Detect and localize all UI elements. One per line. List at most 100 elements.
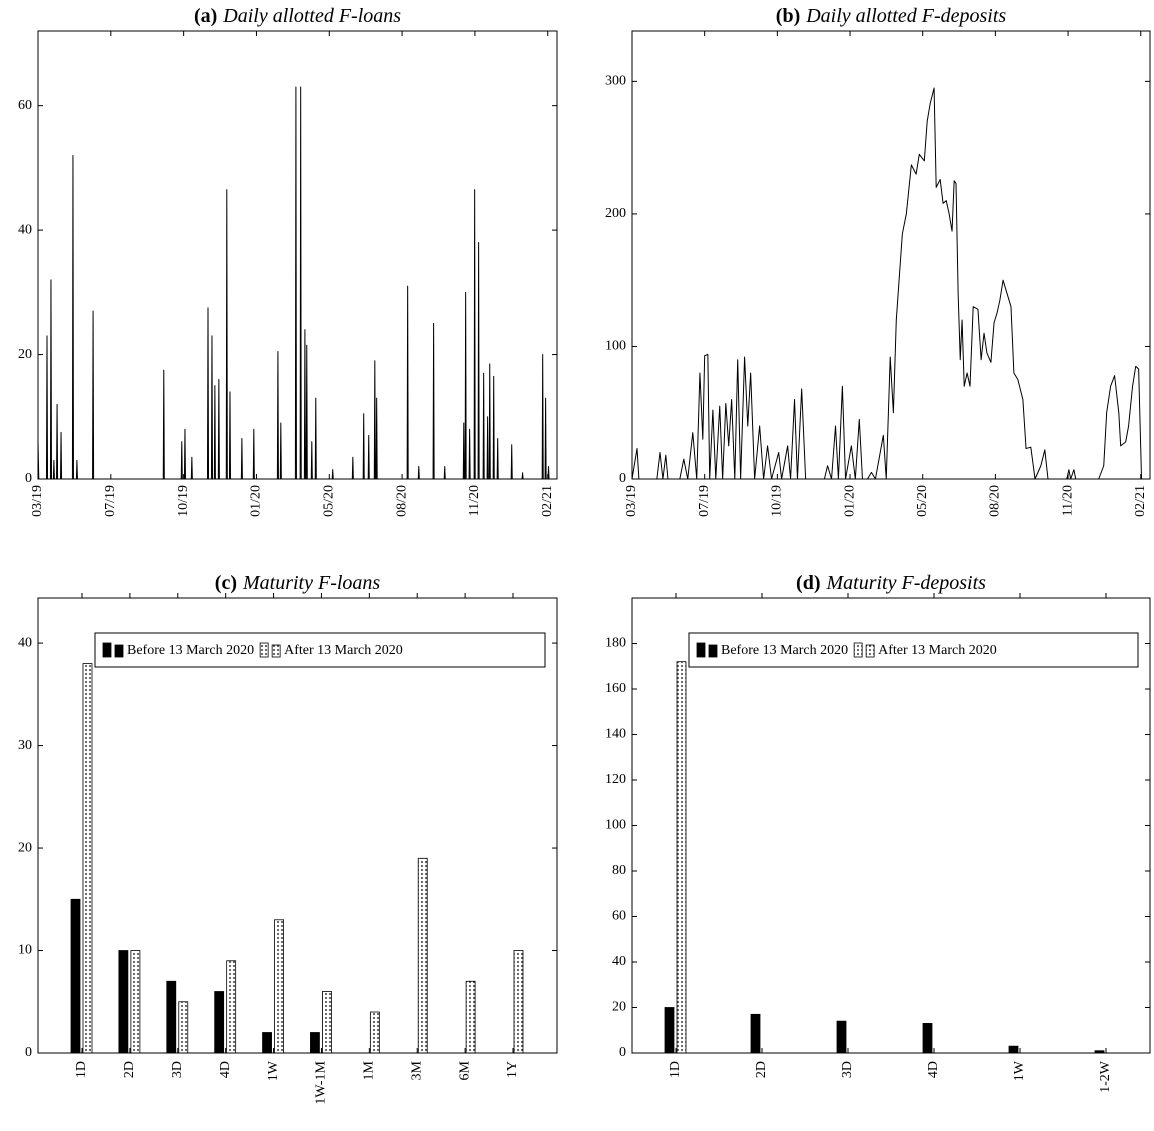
bar xyxy=(82,663,93,1054)
bar xyxy=(130,950,141,1054)
chart-title: (d) Maturity F-deposits xyxy=(796,572,986,594)
bar xyxy=(750,1013,761,1054)
y-tick-label: 10 xyxy=(18,943,32,958)
y-tick-label: 140 xyxy=(605,727,626,742)
y-tick-label: 40 xyxy=(612,954,626,969)
x-tick-label: 1D xyxy=(74,1061,89,1078)
bar xyxy=(70,898,81,1054)
title-text: Maturity F-deposits xyxy=(826,572,987,594)
x-tick-label: 1D xyxy=(668,1061,683,1078)
y-tick-label: 0 xyxy=(25,1045,32,1060)
title-text: Daily allotted F-loans xyxy=(222,5,401,27)
x-tick-label: 1-2W xyxy=(1098,1060,1113,1093)
legend-swatch xyxy=(696,642,706,658)
y-tick-label: 40 xyxy=(18,222,32,237)
x-tick-label: 1W xyxy=(1012,1060,1027,1081)
x-tick-label: 03/19 xyxy=(30,485,45,517)
bar xyxy=(513,950,524,1054)
bar xyxy=(676,661,687,1054)
x-tick-label: 05/20 xyxy=(915,485,930,517)
legend-box xyxy=(688,632,1139,668)
bar xyxy=(664,1007,675,1054)
x-tick-label: 10/19 xyxy=(176,485,191,517)
legend-swatch xyxy=(271,644,281,658)
x-tick-label: 03/19 xyxy=(624,485,639,517)
x-tick-label: 01/20 xyxy=(249,485,264,517)
x-tick-label: 07/19 xyxy=(103,485,118,517)
y-tick-label: 60 xyxy=(612,909,626,924)
bar xyxy=(178,1001,189,1054)
x-tick-label: 08/20 xyxy=(988,485,1003,517)
legend-label: Before 13 March 2020 xyxy=(127,643,254,658)
x-tick-label: 10/19 xyxy=(770,485,785,517)
y-tick-label: 100 xyxy=(605,818,626,833)
y-tick-label: 20 xyxy=(18,840,32,855)
legend-swatch xyxy=(102,642,112,658)
legend-swatch xyxy=(259,642,269,658)
y-tick-label: 80 xyxy=(612,863,626,878)
bar xyxy=(417,857,428,1054)
x-tick-label: 02/21 xyxy=(540,485,555,517)
panel: (d) Maturity F-deposits 0 20 40 60 80 100 120 140… xyxy=(605,572,1151,1093)
x-tick-label: 02/21 xyxy=(1133,485,1148,517)
x-tick-label: 4D xyxy=(218,1061,233,1078)
bar xyxy=(322,991,332,1054)
legend-swatch xyxy=(865,644,875,658)
bar xyxy=(274,919,284,1054)
y-tick-label: 30 xyxy=(18,738,32,753)
bar xyxy=(226,960,237,1054)
plot-frame xyxy=(631,597,1151,1054)
plot-frame xyxy=(37,597,558,1054)
bar xyxy=(922,1023,933,1054)
chart-title: (a) Daily allotted F-loans xyxy=(194,5,401,27)
y-tick-label: 180 xyxy=(605,636,626,651)
y-tick-label: 300 xyxy=(605,74,626,89)
bar xyxy=(214,991,225,1054)
legend-label: Before 13 March 2020 xyxy=(721,643,848,658)
y-tick-label: 200 xyxy=(605,206,626,221)
data-line xyxy=(631,87,1143,480)
plot-frame xyxy=(631,30,1151,480)
x-tick-label: 4D xyxy=(926,1061,941,1078)
x-tick-label: 1W xyxy=(266,1060,281,1081)
x-tick-label: 07/19 xyxy=(697,485,712,517)
x-tick-label: 2D xyxy=(122,1061,137,1078)
x-tick-label: 3D xyxy=(840,1061,855,1078)
panel-label: (a) xyxy=(194,5,217,27)
x-tick-label: 1M xyxy=(362,1060,377,1080)
panel: (b) Daily allotted F-deposits 0 100 200 300 03… xyxy=(605,5,1151,517)
x-tick-label: 01/20 xyxy=(842,485,857,517)
bar xyxy=(310,1032,320,1054)
x-tick-label: 05/20 xyxy=(321,485,336,517)
plot-frame xyxy=(37,30,558,480)
bar xyxy=(465,980,476,1054)
x-tick-label: 11/20 xyxy=(1060,485,1075,516)
x-tick-label: 1Y xyxy=(505,1061,520,1078)
x-tick-label: 3M xyxy=(409,1060,424,1080)
legend-box xyxy=(94,632,546,668)
legend-swatch xyxy=(114,644,124,658)
y-tick-label: 20 xyxy=(612,1000,626,1015)
y-tick-label: 160 xyxy=(605,681,626,696)
legend-label: After 13 March 2020 xyxy=(284,643,403,658)
chart-title: (b) Daily allotted F-deposits xyxy=(776,5,1007,27)
y-tick-label: 0 xyxy=(25,471,32,486)
bar xyxy=(1008,1045,1019,1054)
legend: Before 13 March 2020 After 13 March 2020 xyxy=(688,632,1139,668)
x-tick-label: 11/20 xyxy=(467,485,482,516)
y-tick-label: 60 xyxy=(18,98,32,113)
title-text: Maturity F-loans xyxy=(242,572,380,594)
y-tick-label: 100 xyxy=(605,339,626,354)
y-tick-label: 120 xyxy=(605,772,626,787)
x-tick-label: 6M xyxy=(457,1060,472,1080)
x-tick-label: 1W-1M xyxy=(314,1060,329,1104)
bar xyxy=(262,1032,272,1054)
bar xyxy=(118,950,129,1054)
chart-title: (c) Maturity F-loans xyxy=(215,572,381,594)
legend-label: After 13 March 2020 xyxy=(878,643,997,658)
bar xyxy=(836,1020,847,1054)
panel: (a) Daily allotted F-loans 0 20 40 60 03/19 07/… xyxy=(18,5,558,517)
x-tick-label: 2D xyxy=(754,1061,769,1078)
legend-swatch xyxy=(708,644,718,658)
